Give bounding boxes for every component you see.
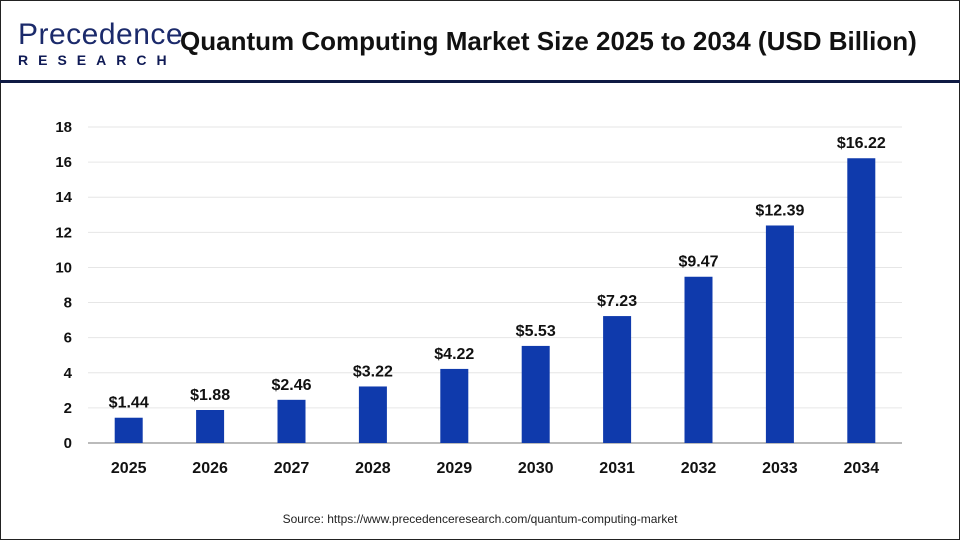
data-label: $2.46: [271, 377, 311, 394]
logo-line2: RESEARCH: [18, 52, 177, 68]
y-tick-label: 14: [55, 189, 72, 206]
bar: [114, 417, 143, 443]
data-label: $7.23: [597, 293, 637, 310]
data-label: $3.22: [353, 363, 393, 380]
bar: [603, 316, 632, 443]
data-label: $16.22: [837, 135, 886, 152]
x-tick-label: 2031: [599, 460, 635, 477]
bar: [440, 368, 469, 443]
x-tick-label: 2034: [844, 460, 880, 477]
bar: [196, 409, 225, 443]
y-tick-label: 2: [64, 400, 72, 417]
bar: [847, 158, 876, 443]
data-label: $4.22: [434, 346, 474, 363]
bar: [358, 386, 387, 443]
y-tick-label: 4: [64, 365, 73, 382]
y-tick-label: 16: [55, 154, 72, 171]
x-tick-label: 2027: [274, 460, 310, 477]
bar: [684, 276, 713, 443]
x-tick-label: 2026: [192, 460, 228, 477]
page-title: Quantum Computing Market Size 2025 to 20…: [180, 26, 917, 56]
data-label: $12.39: [755, 202, 804, 219]
header: Precedence RESEARCH Quantum Computing Ma…: [0, 0, 960, 83]
y-tick-label: 0: [64, 435, 72, 452]
source-text: Source: https://www.precedenceresearch.c…: [282, 512, 678, 526]
bar: [765, 225, 794, 443]
bar: [521, 345, 550, 443]
x-tick-label: 2033: [762, 460, 798, 477]
bar: [277, 399, 306, 443]
x-tick-label: 2029: [437, 460, 473, 477]
x-tick-label: 2032: [681, 460, 717, 477]
logo-line1: Precedence: [18, 18, 184, 51]
y-tick-label: 10: [55, 259, 72, 276]
x-tick-label: 2030: [518, 460, 554, 477]
y-tick-label: 12: [55, 224, 72, 241]
x-tick-label: 2025: [111, 460, 147, 477]
data-label: $9.47: [678, 254, 718, 271]
data-label: $1.88: [190, 387, 230, 404]
y-tick-label: 6: [64, 330, 72, 347]
y-tick-label: 8: [64, 295, 72, 312]
y-tick-label: 18: [55, 119, 72, 136]
data-label: $5.53: [516, 323, 556, 340]
precedence-research-logo: Precedence RESEARCH: [18, 18, 184, 69]
data-label: $1.44: [109, 395, 149, 412]
x-tick-label: 2028: [355, 460, 391, 477]
